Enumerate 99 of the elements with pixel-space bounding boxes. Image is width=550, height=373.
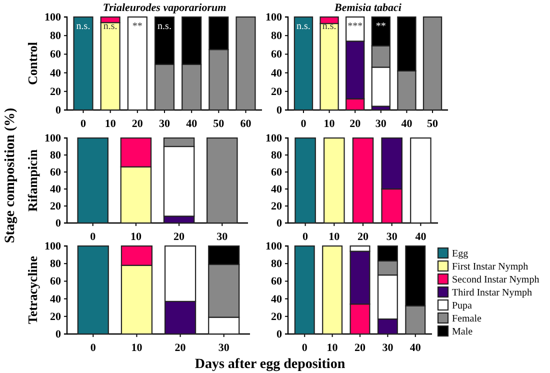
annotation: n.s. bbox=[322, 21, 336, 32]
x-tick-label: 30 bbox=[216, 231, 228, 243]
y-tick-label: 20 bbox=[271, 310, 282, 323]
legend-label: Male bbox=[452, 326, 474, 338]
legend-label: Third Instar Nymph bbox=[452, 288, 532, 298]
y-tick-label: 60 bbox=[50, 48, 62, 61]
y-tick-label: 60 bbox=[50, 276, 62, 288]
y-tick-label: 20 bbox=[50, 200, 62, 213]
x-tick-label: 10 bbox=[131, 342, 143, 354]
y-tick-label: 80 bbox=[50, 30, 62, 42]
y-tick-label: 100 bbox=[266, 240, 282, 253]
y-tick-label: 80 bbox=[271, 258, 282, 270]
x-tick-label: 10 bbox=[130, 231, 142, 243]
x-tick-label: 0 bbox=[300, 118, 307, 130]
x-tick-label: 10 bbox=[326, 342, 338, 354]
bar bbox=[236, 16, 256, 111]
y-tick-label: 0 bbox=[276, 218, 282, 230]
legend-label: Pupa bbox=[452, 300, 473, 312]
x-tick-label: 0 bbox=[90, 231, 96, 243]
y-tick-label: 20 bbox=[50, 310, 62, 323]
y-axis-title: Rifampicin bbox=[25, 148, 40, 212]
x-tick-label: 30 bbox=[386, 231, 398, 243]
y-tick-label: 80 bbox=[50, 150, 62, 162]
y-tick-label: 20 bbox=[271, 200, 282, 213]
y-tick-label: 0 bbox=[56, 218, 62, 230]
legend-label: Female bbox=[452, 314, 482, 324]
y-tick-label: 20 bbox=[271, 86, 282, 98]
annotation: n.s. bbox=[296, 21, 310, 32]
x-tick-label: 20 bbox=[350, 118, 362, 130]
x-tick-label: 0 bbox=[302, 342, 308, 354]
y-tick-label: 20 bbox=[50, 86, 62, 98]
bar bbox=[127, 16, 148, 111]
x-tick-label: 50 bbox=[427, 118, 439, 130]
x-tick-label: 20 bbox=[354, 342, 366, 354]
annotation: ** bbox=[376, 21, 386, 32]
y-axis-title: Control bbox=[25, 42, 40, 86]
y-tick-label: 0 bbox=[276, 328, 282, 341]
x-tick-label: 10 bbox=[324, 118, 336, 130]
x-tick-label: 40 bbox=[410, 342, 422, 354]
x-tick-label: 20 bbox=[132, 118, 144, 130]
bar bbox=[322, 245, 343, 335]
x-tick-label: 20 bbox=[174, 342, 186, 354]
x-tick-label: 50 bbox=[213, 118, 225, 130]
y-tick-label: 80 bbox=[271, 150, 282, 162]
bar bbox=[294, 16, 314, 111]
y-tick-label: 40 bbox=[271, 67, 282, 80]
y-tick-label: 80 bbox=[271, 30, 282, 42]
x-axis-title: Days after egg deposition bbox=[194, 357, 346, 372]
annotation: n.s. bbox=[103, 21, 118, 32]
y-tick-label: 60 bbox=[271, 166, 282, 179]
y-tick-label: 100 bbox=[266, 12, 282, 24]
y-tick-label: 100 bbox=[44, 240, 62, 253]
x-tick-label: 30 bbox=[382, 342, 394, 354]
annotation: n.s. bbox=[76, 21, 90, 32]
x-tick-label: 20 bbox=[358, 231, 369, 243]
x-tick-label: 40 bbox=[401, 118, 413, 130]
x-tick-label: 30 bbox=[375, 118, 387, 130]
chart-title: Trialeurodes vaporariorum bbox=[102, 2, 227, 14]
text: Stage composition (%) bbox=[3, 108, 18, 244]
y-tick-label: 40 bbox=[50, 293, 62, 306]
x-tick-label: 30 bbox=[159, 118, 170, 130]
x-tick-label: 30 bbox=[218, 342, 230, 354]
legend-label: Second Instar Nymph bbox=[452, 274, 540, 286]
y-tick-label: 100 bbox=[266, 132, 282, 145]
y-axis-title: Tetracycline bbox=[25, 256, 40, 324]
annotation: n.s. bbox=[158, 21, 172, 32]
y-tick-label: 40 bbox=[271, 293, 282, 306]
y-tick-label: 80 bbox=[50, 258, 62, 270]
bar bbox=[294, 245, 315, 335]
x-tick-label: 20 bbox=[174, 231, 186, 243]
y-tick-label: 60 bbox=[271, 276, 282, 288]
x-tick-label: 10 bbox=[104, 118, 116, 130]
x-tick-label: 0 bbox=[80, 118, 86, 130]
bar bbox=[206, 137, 238, 224]
y-tick-label: 0 bbox=[276, 104, 282, 117]
y-tick-label: 60 bbox=[271, 48, 282, 61]
y-tick-label: 60 bbox=[50, 166, 62, 179]
y-tick-label: 100 bbox=[44, 12, 62, 24]
legend-label: First Instar Nymph bbox=[452, 262, 528, 272]
x-tick-label: 40 bbox=[186, 118, 198, 130]
y-tick-label: 40 bbox=[50, 184, 62, 196]
x-tick-label: 40 bbox=[415, 231, 427, 243]
legend-label: Egg bbox=[452, 248, 468, 260]
bar bbox=[77, 137, 108, 224]
bar bbox=[422, 16, 442, 111]
annotation: *** bbox=[348, 21, 363, 32]
y-tick-label: 40 bbox=[271, 184, 282, 196]
y-tick-label: 0 bbox=[56, 104, 62, 117]
annotation: ** bbox=[132, 21, 142, 32]
x-tick-label: 0 bbox=[302, 231, 309, 243]
x-tick-label: 10 bbox=[328, 231, 340, 243]
y-tick-label: 100 bbox=[44, 132, 62, 145]
bar bbox=[73, 16, 94, 111]
x-tick-label: 0 bbox=[90, 342, 96, 354]
y-tick-label: 40 bbox=[50, 67, 62, 80]
x-tick-label: 60 bbox=[240, 118, 252, 130]
chart-title: Bemisia tabaci bbox=[334, 2, 402, 14]
bar bbox=[77, 245, 109, 335]
y-tick-label: 0 bbox=[56, 328, 62, 341]
